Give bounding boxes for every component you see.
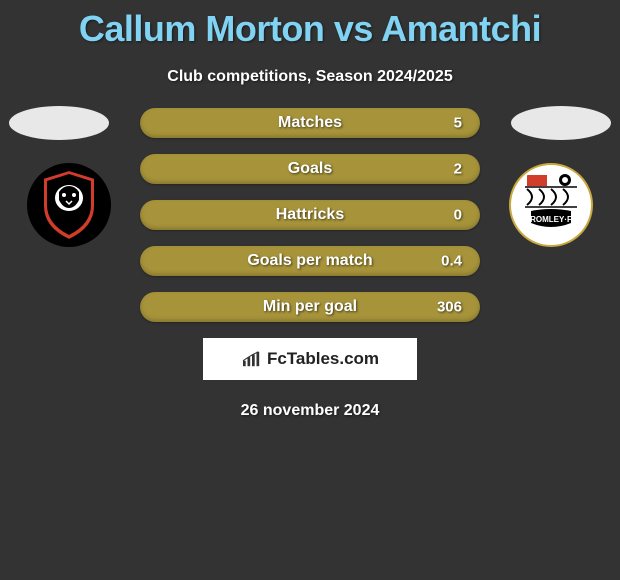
pedestal-left: [9, 106, 109, 140]
bar-chart-icon: [241, 350, 263, 368]
bar-value-right: 0: [454, 207, 462, 224]
bar-value-right: 306: [437, 299, 462, 316]
bar-label: Min per goal: [140, 298, 480, 316]
stats-bars: Matches 5 Goals 2 Hattricks 0 Goals per …: [140, 106, 480, 322]
crest-right: BROMLEY·FC: [509, 163, 593, 247]
bar-label: Hattricks: [140, 206, 480, 224]
shield-lion-icon: [37, 168, 101, 242]
bar-min-per-goal: Min per goal 306: [140, 292, 480, 322]
page-title: Callum Morton vs Amantchi: [0, 0, 620, 50]
club-crest-icon: BROMLEY·FC: [513, 167, 589, 243]
brand-box: FcTables.com: [203, 338, 417, 380]
svg-text:BROMLEY·FC: BROMLEY·FC: [524, 215, 578, 224]
bar-hattricks: Hattricks 0: [140, 200, 480, 230]
bar-goals-per-match: Goals per match 0.4: [140, 246, 480, 276]
subtitle: Club competitions, Season 2024/2025: [0, 68, 620, 86]
bar-value-right: 2: [454, 161, 462, 178]
brand-text: FcTables.com: [267, 349, 379, 369]
bar-label: Goals per match: [140, 252, 480, 270]
bar-goals: Goals 2: [140, 154, 480, 184]
bar-matches: Matches 5: [140, 108, 480, 138]
bar-value-right: 0.4: [441, 253, 462, 270]
crest-left: [27, 163, 111, 247]
bar-value-right: 5: [454, 115, 462, 132]
bar-label: Matches: [140, 114, 480, 132]
bar-label: Goals: [140, 160, 480, 178]
comparison-panel: BROMLEY·FC Matches 5 Goals 2 Hattricks 0…: [0, 106, 620, 420]
pedestal-right: [511, 106, 611, 140]
date-label: 26 november 2024: [0, 402, 620, 420]
